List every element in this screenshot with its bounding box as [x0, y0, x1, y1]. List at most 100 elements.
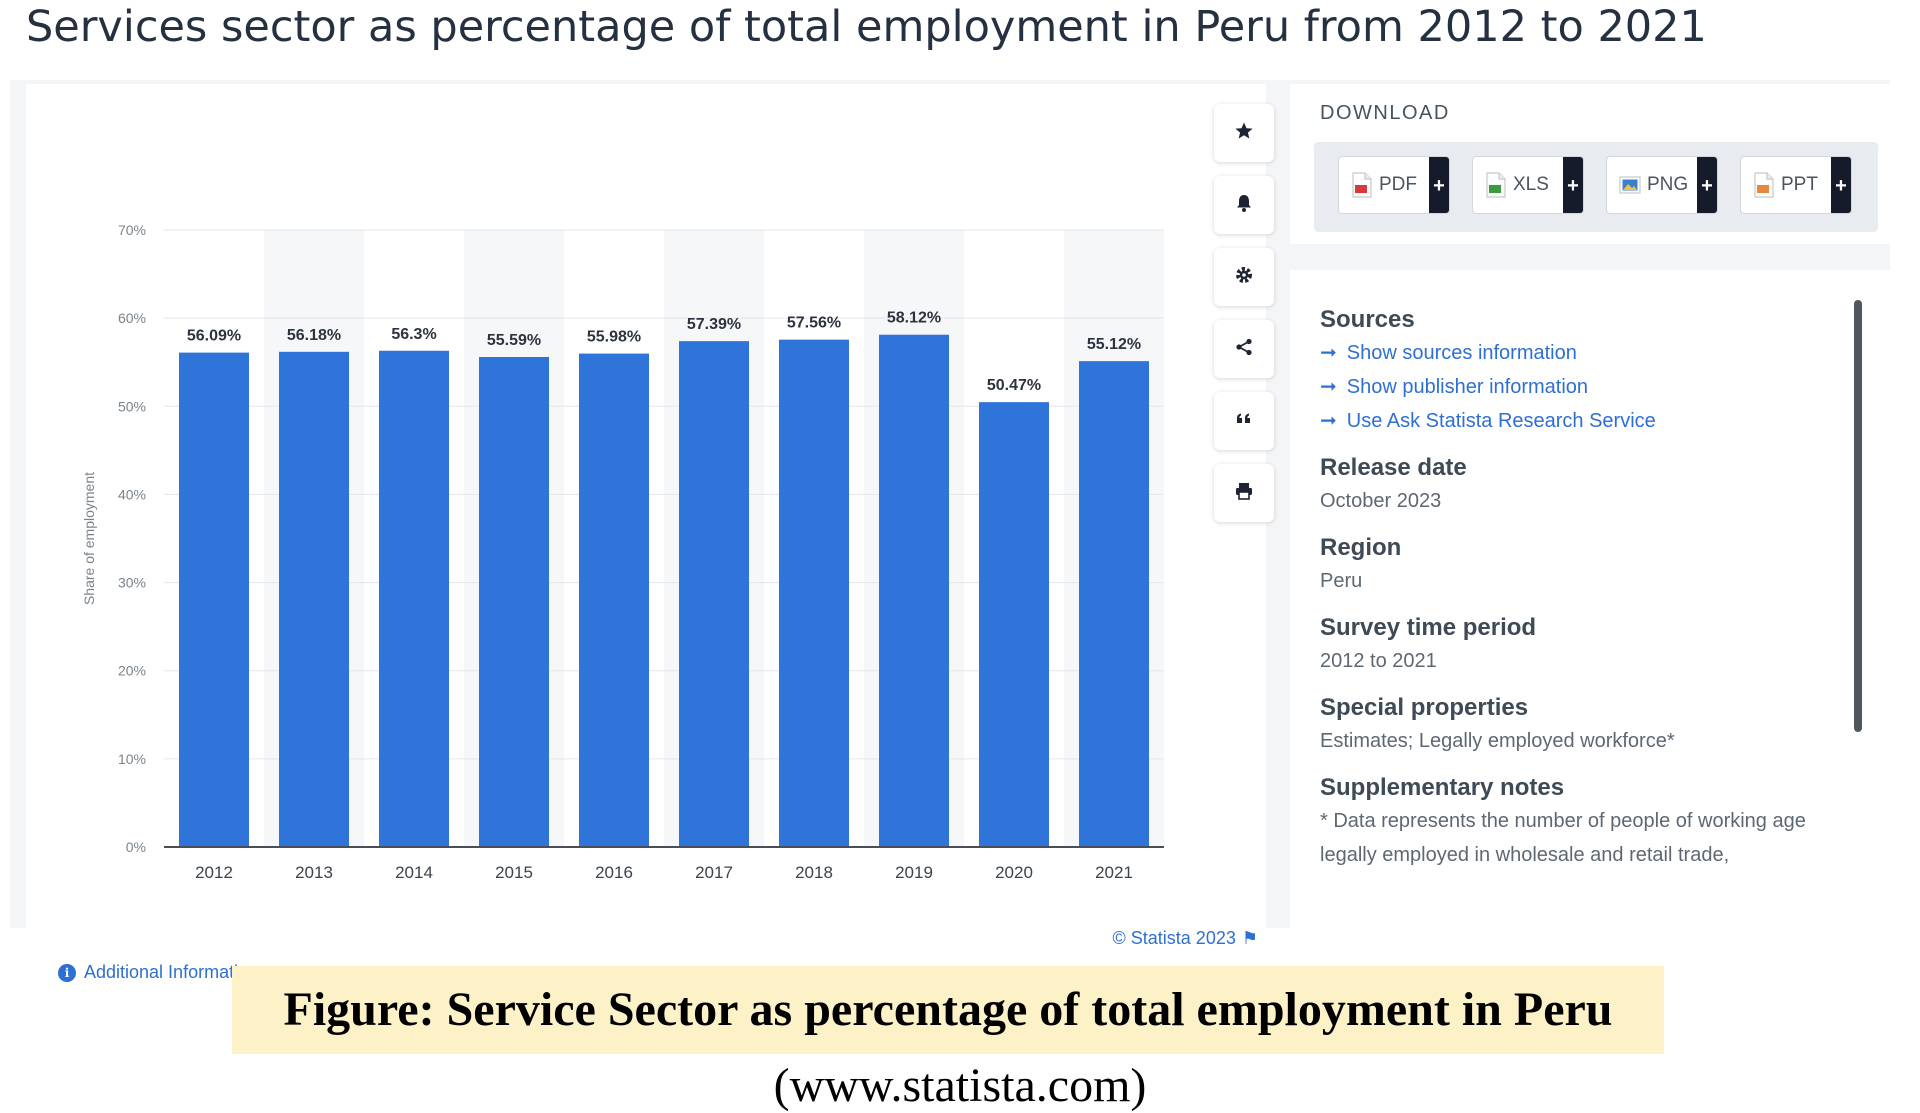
- bell-icon: [1234, 193, 1254, 218]
- xls-file-icon: [1485, 172, 1507, 198]
- x-tick-label: 2015: [495, 863, 533, 882]
- statista-copyright[interactable]: © Statista 2023 ⚑: [1098, 928, 1258, 949]
- bar-value-label: 55.98%: [587, 329, 641, 346]
- plus-icon: +: [1429, 157, 1449, 213]
- download-ppt-label: PPT: [1781, 174, 1818, 195]
- bar-2013[interactable]: [279, 351, 349, 847]
- release-date-heading: Release date: [1320, 454, 1467, 481]
- ask-statista-link[interactable]: ➞ Use Ask Statista Research Service: [1320, 404, 1840, 438]
- flag-icon: ⚑: [1241, 928, 1258, 948]
- bar-value-label: 56.09%: [187, 328, 241, 345]
- region-value: Peru: [1320, 570, 1363, 592]
- copyright-text: © Statista 2023: [1112, 928, 1236, 948]
- plus-icon: +: [1831, 157, 1851, 213]
- y-tick-label: 70%: [118, 222, 146, 238]
- download-pdf-button[interactable]: PDF +: [1338, 156, 1450, 214]
- settings-button[interactable]: [1214, 248, 1274, 306]
- y-tick-label: 40%: [118, 486, 146, 502]
- download-png-label: PNG: [1647, 174, 1689, 195]
- release-date-value: October 2023: [1320, 490, 1442, 512]
- survey-period-value: 2012 to 2021: [1320, 650, 1437, 672]
- show-sources-label: Show sources information: [1346, 342, 1577, 364]
- print-icon: [1234, 481, 1254, 506]
- x-tick-label: 2018: [795, 863, 833, 882]
- x-tick-label: 2012: [195, 863, 233, 882]
- bar-value-label: 55.59%: [487, 332, 541, 349]
- supplementary-notes-heading: Supplementary notes: [1320, 774, 1565, 801]
- y-axis-title: Share of employment: [81, 472, 97, 605]
- y-tick-label: 30%: [118, 575, 146, 591]
- bar-2017[interactable]: [679, 341, 749, 847]
- bar-chart: 0% 10% 20% 30% 40% 50% 60% 70% 56.09% 2012 56.18% 2…: [81, 222, 1164, 882]
- share-button[interactable]: [1214, 320, 1274, 378]
- plus-icon: +: [1563, 157, 1583, 213]
- show-sources-link[interactable]: ➞ Show sources information: [1320, 336, 1840, 370]
- x-tick-label: 2016: [595, 863, 633, 882]
- download-png-button[interactable]: PNG +: [1606, 156, 1718, 214]
- print-button[interactable]: [1214, 464, 1274, 522]
- show-publisher-link[interactable]: ➞ Show publisher information: [1320, 370, 1840, 404]
- special-properties-heading: Special properties: [1320, 694, 1529, 721]
- chart-card: 0% 10% 20% 30% 40% 50% 60% 70% 56.09% 2012 56.18% 2…: [26, 84, 1274, 984]
- y-tick-label: 20%: [118, 663, 146, 679]
- plus-icon: +: [1697, 157, 1717, 213]
- bar-value-label: 56.3%: [391, 326, 436, 343]
- bar-2014[interactable]: [379, 350, 449, 847]
- x-tick-label: 2021: [1095, 863, 1133, 882]
- y-tick-label: 50%: [118, 398, 146, 414]
- special-properties-value: Estimates; Legally employed workforce*: [1320, 730, 1675, 752]
- cite-button[interactable]: [1214, 392, 1274, 450]
- download-xls-button[interactable]: XLS +: [1472, 156, 1584, 214]
- bar-2016[interactable]: [579, 353, 649, 847]
- download-ppt-button[interactable]: PPT +: [1740, 156, 1852, 214]
- bar-2012[interactable]: [179, 352, 249, 847]
- region-heading: Region: [1320, 534, 1402, 561]
- info-icon: i: [58, 963, 76, 982]
- arrow-right-icon: ➞: [1320, 376, 1337, 398]
- bar-2021[interactable]: [1079, 361, 1149, 847]
- bar-2019[interactable]: [879, 334, 949, 847]
- bar-value-label: 57.39%: [687, 316, 741, 333]
- bar-2018[interactable]: [779, 339, 849, 847]
- figure-source: (www.statista.com): [773, 1059, 1147, 1112]
- statistic-details-panel: Sources ➞ Show sources information ➞ Show …: [1290, 270, 1890, 928]
- gear-icon: [1234, 265, 1254, 290]
- y-tick-label: 0%: [126, 839, 146, 855]
- bar-value-label: 50.47%: [987, 377, 1041, 394]
- y-tick-label: 10%: [118, 751, 146, 767]
- additional-information-label: Additional Information: [84, 962, 259, 982]
- show-publisher-label: Show publisher information: [1346, 376, 1589, 398]
- bar-value-label: 58.12%: [887, 310, 941, 327]
- sources-heading: Sources: [1320, 306, 1415, 333]
- bar-2015[interactable]: [479, 357, 549, 847]
- notification-button[interactable]: [1214, 176, 1274, 234]
- share-icon: [1234, 337, 1254, 362]
- download-xls-label: XLS: [1513, 174, 1549, 195]
- x-tick-label: 2019: [895, 863, 933, 882]
- x-tick-label: 2013: [295, 863, 333, 882]
- figure-caption: Figure: Service Sector as percentage of …: [283, 983, 1613, 1036]
- ask-statista-label: Use Ask Statista Research Service: [1346, 410, 1656, 432]
- caption-highlight: [232, 966, 1664, 1054]
- download-button-bar: PDF + XLS + PNG + PPT +: [1314, 142, 1878, 232]
- bar-2020[interactable]: [979, 402, 1049, 847]
- page-title: Services sector as percentage of total e…: [26, 2, 1707, 52]
- arrow-right-icon: ➞: [1320, 342, 1337, 364]
- star-icon: [1234, 121, 1254, 146]
- arrow-right-icon: ➞: [1320, 410, 1337, 432]
- png-file-icon: [1619, 172, 1641, 198]
- survey-period-heading: Survey time period: [1320, 614, 1537, 641]
- favorite-button[interactable]: [1214, 104, 1274, 162]
- ppt-file-icon: [1753, 172, 1775, 198]
- bar-value-label: 57.56%: [787, 315, 841, 332]
- download-title: DOWNLOAD: [1320, 102, 1450, 124]
- supplementary-notes-value: * Data represents the number of people o…: [1320, 810, 1806, 866]
- x-tick-label: 2014: [395, 863, 433, 882]
- bar-value-label: 56.18%: [287, 327, 341, 344]
- pdf-file-icon: [1351, 172, 1373, 198]
- details-scrollbar[interactable]: [1854, 300, 1862, 732]
- additional-information-link[interactable]: i Additional Information: [58, 962, 258, 983]
- download-panel: DOWNLOAD PDF + XLS + PNG + P: [1290, 84, 1890, 244]
- quote-icon: [1234, 409, 1254, 434]
- bar-value-label: 55.12%: [1087, 336, 1141, 353]
